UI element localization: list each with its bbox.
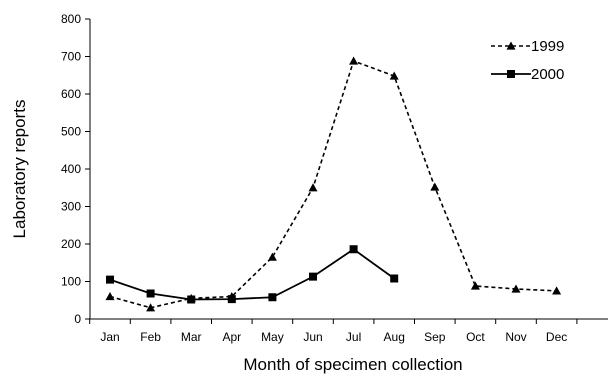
- x-tick-label: Jan: [100, 330, 119, 344]
- data-point-1999: [105, 292, 115, 301]
- legend-label-1999: 1999: [531, 38, 564, 55]
- data-point-2000: [146, 289, 155, 298]
- legend: 1999 2000: [491, 38, 564, 83]
- data-point-1999: [430, 182, 440, 191]
- x-tick-label: Feb: [140, 330, 161, 344]
- data-point-1999: [308, 183, 318, 192]
- y-tick-label: 100: [61, 275, 81, 289]
- x-tick-label: Aug: [384, 330, 405, 344]
- data-point-1999: [511, 284, 521, 293]
- data-point-1999: [349, 56, 359, 65]
- x-tick-label: Mar: [181, 330, 202, 344]
- x-tick-label: Jul: [346, 330, 361, 344]
- y-tick-label: 0: [74, 312, 81, 326]
- data-point-2000: [309, 272, 317, 281]
- legend-marker-1999: [506, 41, 516, 50]
- plot-area: 0 100 200 300 400 500 600 700 800 Jan Feb Mar Apr May…: [61, 12, 608, 344]
- x-axis-title: Month of specimen collection: [243, 355, 462, 374]
- data-point-2000: [268, 293, 277, 302]
- data-point-1999: [552, 286, 562, 295]
- data-point-1999: [389, 71, 399, 80]
- y-axis-title: Laboratory reports: [10, 100, 29, 239]
- legend-label-2000: 2000: [531, 66, 564, 83]
- x-tick-label: Sep: [424, 330, 446, 344]
- x-tick-label: Dec: [546, 330, 567, 344]
- y-tick-label: 500: [61, 125, 81, 139]
- data-point-2000: [227, 295, 236, 304]
- x-tick-label: May: [261, 330, 284, 344]
- series-line-2000: [109, 248, 395, 301]
- series-line-1999: [109, 59, 557, 309]
- y-tick-label: 400: [61, 162, 81, 176]
- x-tick-label: Nov: [505, 330, 526, 344]
- y-tick-label: 200: [61, 237, 81, 251]
- data-point-1999: [267, 252, 277, 261]
- data-point-2000: [390, 274, 399, 283]
- y-tick-label: 300: [61, 200, 81, 214]
- data-point-1999: [146, 303, 156, 312]
- x-tick-label: Apr: [222, 330, 241, 344]
- y-tick-label: 700: [61, 50, 81, 64]
- x-tick-label: Jun: [303, 330, 322, 344]
- data-point-1999: [470, 281, 480, 290]
- data-point-2000: [187, 295, 196, 304]
- data-point-2000: [349, 245, 358, 254]
- y-tick-label: 600: [61, 87, 81, 101]
- data-point-2000: [106, 275, 114, 284]
- y-tick-label: 800: [61, 12, 81, 26]
- legend-marker-2000: [507, 70, 515, 78]
- x-tick-label: Oct: [466, 330, 485, 344]
